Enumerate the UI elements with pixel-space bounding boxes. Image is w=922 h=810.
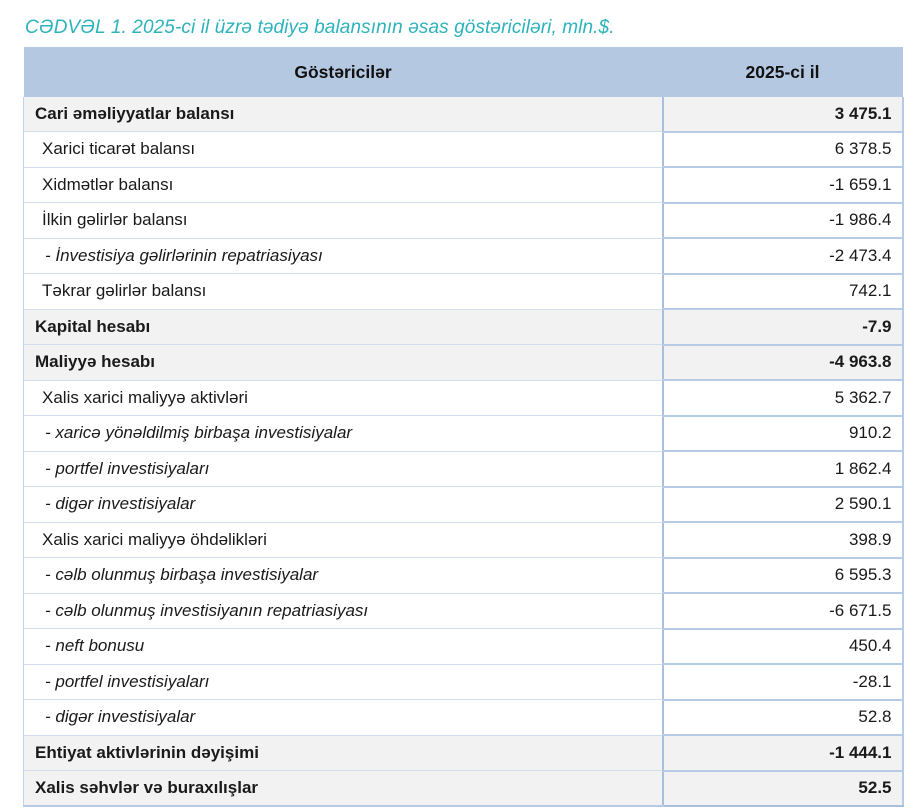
table-row: Xalis səhvlər və buraxılışlar 52.5 (23, 770, 904, 807)
row-label: İlkin gəlirlər balansı (23, 202, 663, 239)
row-label: Xalis xarici maliyyə aktivləri (23, 380, 663, 416)
table-caption: CƏDVƏL 1. 2025-ci il üzrə tədiyə balansı… (25, 17, 615, 38)
table-row: - digər investisiyalar 52.8 (23, 699, 904, 736)
row-label: - digər investisiyalar (23, 486, 663, 523)
table-row: - neft bonusu 450.4 (23, 628, 904, 665)
row-value: -1 986.4 (661, 202, 904, 239)
table-row: - portfel investisiyaları -28.1 (23, 664, 904, 701)
row-label: - İnvestisiya gəlirlərinin repatriasiyas… (23, 238, 663, 274)
table-row: - xaricə yönəldilmiş birbaşa investisiya… (23, 415, 904, 452)
table-header-row: Göstəricilər 2025-ci il (23, 47, 903, 97)
row-value: 910.2 (661, 415, 904, 452)
table-row: Təkrar gəlirlər balansı 742.1 (23, 273, 904, 310)
row-label: - cəlb olunmuş investisiyanın repatriasi… (23, 593, 663, 629)
row-value: 6 595.3 (661, 557, 904, 594)
table-row: - cəlb olunmuş investisiyanın repatriasi… (23, 593, 904, 630)
row-value: 398.9 (661, 522, 904, 559)
row-value: -4 963.8 (661, 344, 904, 381)
table-body: Cari əməliyyatlar balansı 3 475.1 Xarici t… (23, 97, 904, 807)
row-value: -1 659.1 (661, 167, 904, 204)
row-value: -6 671.5 (661, 593, 904, 630)
table-row: - portfel investisiyaları 1 862.4 (23, 451, 904, 488)
balance-of-payments-table: Göstəricilər 2025-ci il Cari əməliyyatla… (23, 47, 904, 807)
row-label: Xidmətlər balansı (23, 167, 663, 203)
row-value: 5 362.7 (661, 380, 904, 417)
row-value: 3 475.1 (661, 97, 904, 133)
row-value: -1 444.1 (661, 735, 904, 772)
table-row: Xalis xarici maliyyə öhdəlikləri 398.9 (23, 522, 904, 559)
table-row: Xarici ticarət balansı 6 378.5 (23, 131, 904, 168)
row-value: 450.4 (661, 628, 904, 665)
table-row: Ehtiyat aktivlərinin dəyişimi -1 444.1 (23, 735, 904, 772)
table-row: İlkin gəlirlər balansı -1 986.4 (23, 202, 904, 239)
table-row: Kapital hesabı -7.9 (23, 309, 904, 346)
row-label: - digər investisiyalar (23, 699, 663, 736)
row-label: Kapital hesabı (23, 309, 663, 345)
row-label: Maliyyə hesabı (23, 344, 663, 381)
table-row: Cari əməliyyatlar balansı 3 475.1 (23, 97, 904, 133)
table-row: - İnvestisiya gəlirlərinin repatriasiyas… (23, 238, 904, 275)
row-label: Təkrar gəlirlər balansı (23, 273, 663, 310)
row-label: Xarici ticarət balansı (23, 131, 663, 168)
row-label: - neft bonusu (23, 628, 663, 665)
row-label: - xaricə yönəldilmiş birbaşa investisiya… (23, 415, 663, 452)
table-row: Xalis xarici maliyyə aktivləri 5 362.7 (23, 380, 904, 417)
row-label: Ehtiyat aktivlərinin dəyişimi (23, 735, 663, 771)
table-row: Xidmətlər balansı -1 659.1 (23, 167, 904, 204)
row-label: Cari əməliyyatlar balansı (23, 97, 663, 132)
table-row: - cəlb olunmuş birbaşa investisiyalar 6 5… (23, 557, 904, 594)
column-header-indicators: Göstəricilər (23, 47, 663, 97)
row-label: - portfel investisiyaları (23, 664, 663, 700)
row-label: - cəlb olunmuş birbaşa investisiyalar (23, 557, 663, 594)
row-value: 2 590.1 (661, 486, 904, 523)
row-label: - portfel investisiyaları (23, 451, 663, 487)
row-value: -7.9 (661, 309, 904, 346)
row-value: 52.8 (661, 699, 904, 736)
table-row: Maliyyə hesabı -4 963.8 (23, 344, 904, 381)
row-value: 52.5 (661, 770, 904, 807)
row-value: 742.1 (661, 273, 904, 310)
column-header-year: 2025-ci il (662, 47, 903, 97)
row-value: 6 378.5 (661, 131, 904, 168)
row-label: Xalis səhvlər və buraxılışlar (23, 770, 663, 807)
row-value: 1 862.4 (661, 451, 904, 488)
table-row: - digər investisiyalar 2 590.1 (23, 486, 904, 523)
row-label: Xalis xarici maliyyə öhdəlikləri (23, 522, 663, 558)
row-value: -28.1 (661, 664, 904, 701)
row-value: -2 473.4 (661, 238, 904, 275)
